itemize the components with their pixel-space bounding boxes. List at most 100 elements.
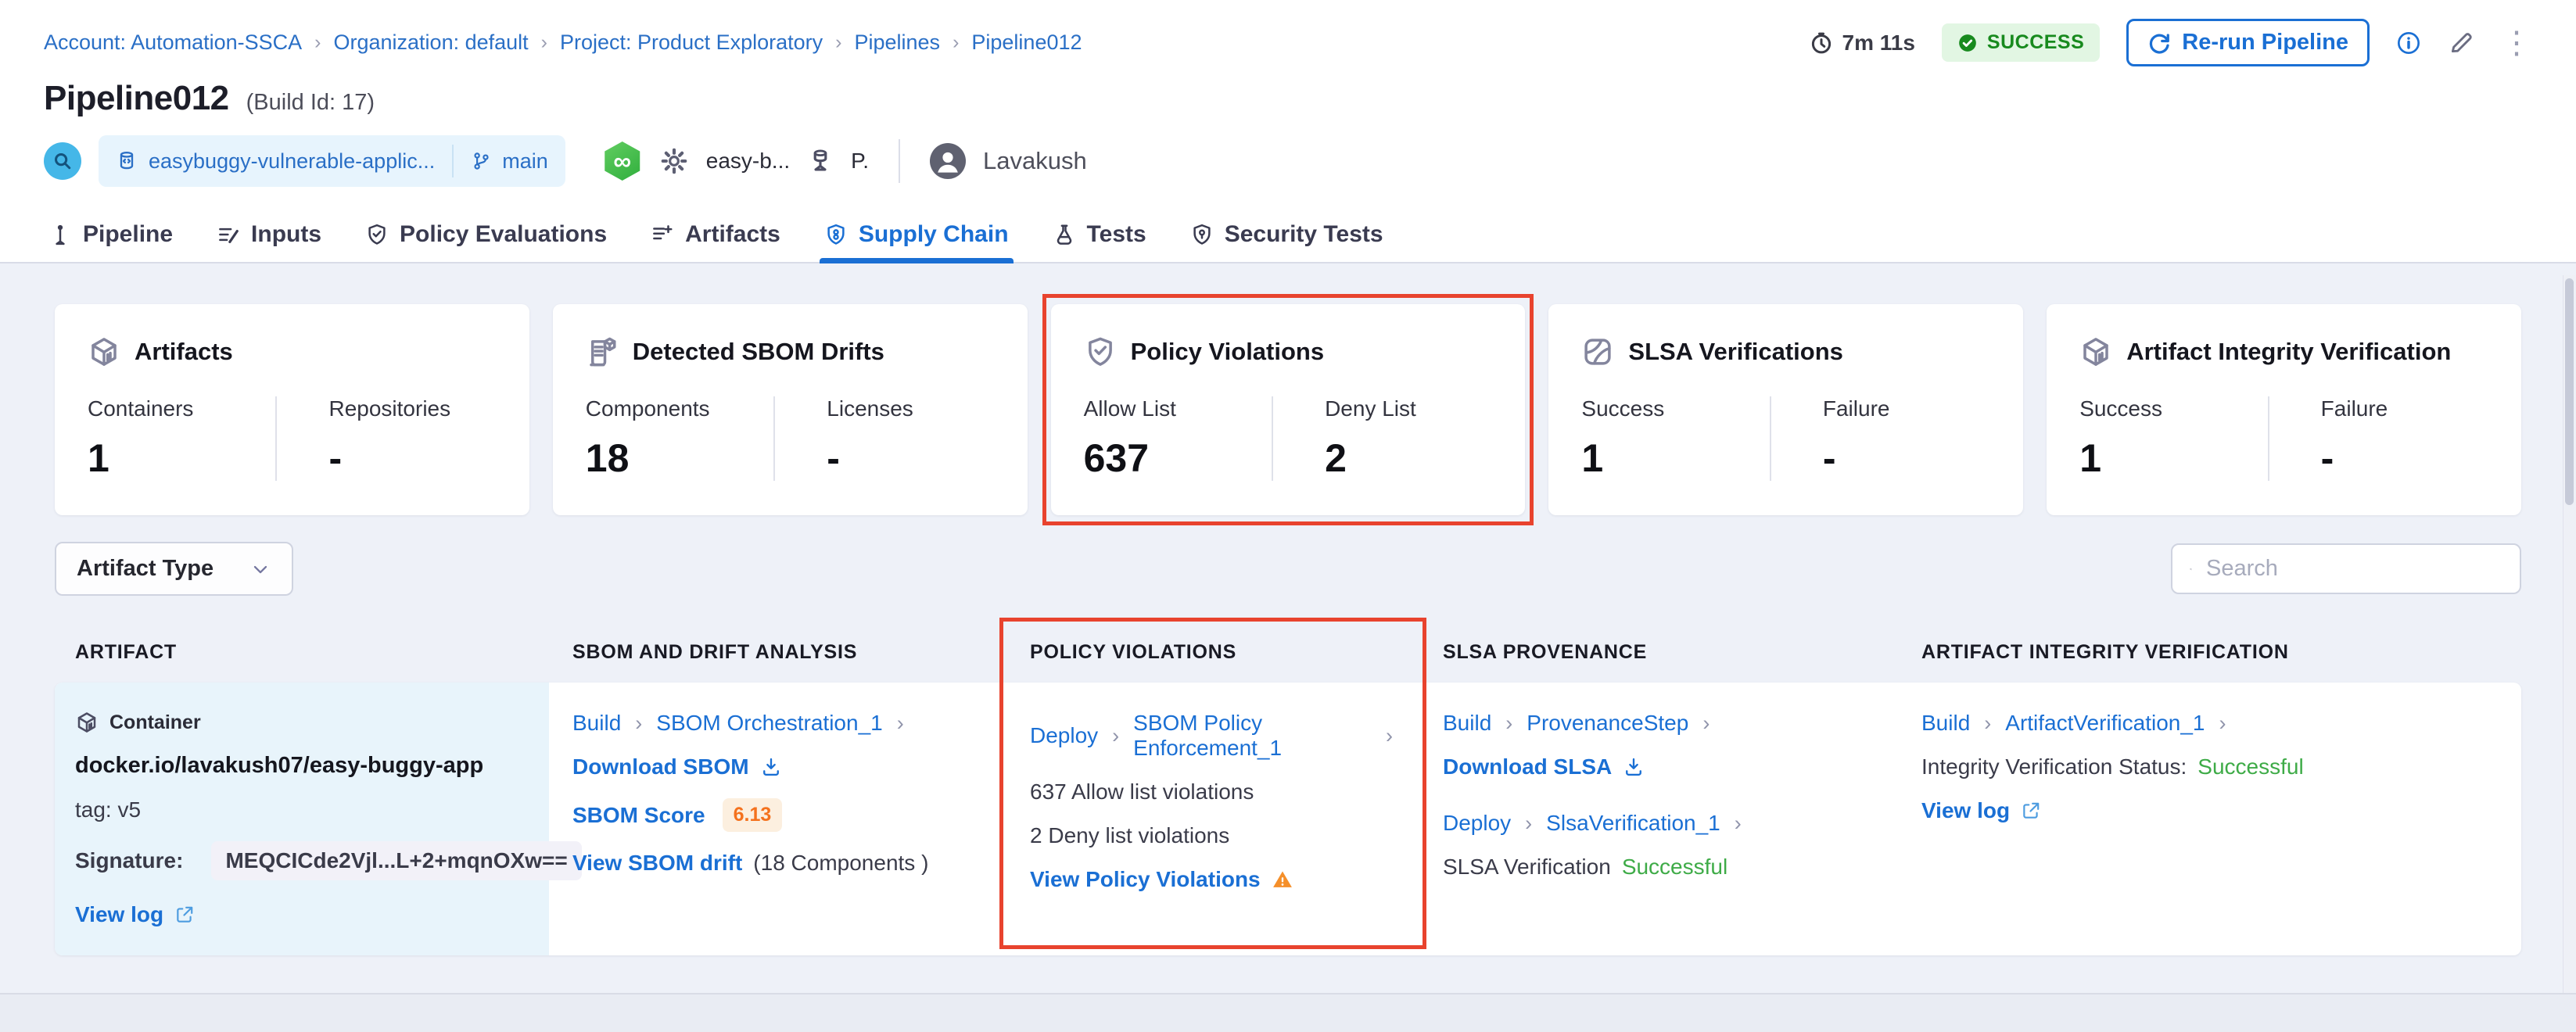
sbom-stage-link[interactable]: Build — [572, 711, 622, 735]
column-header-sbom: SBOM AND DRIFT ANALYSIS — [572, 641, 858, 663]
repo-branch-pill[interactable]: easybuggy-vulnerable-applic... main — [99, 135, 565, 187]
tab-inputs[interactable]: Inputs — [217, 207, 321, 262]
trigger-badge — [44, 142, 81, 180]
edit-pipeline-button[interactable] — [2448, 30, 2474, 56]
flask-icon — [1057, 224, 1071, 245]
clock-icon — [1811, 32, 1831, 53]
view-log-link[interactable]: View log — [75, 902, 164, 926]
execution-tabs: Pipeline Inputs Policy Evaluations Artif… — [0, 207, 2576, 263]
artifact-kind: Container — [109, 711, 201, 733]
status-text: SUCCESS — [1986, 31, 2085, 53]
stat-label: Success — [2079, 396, 2163, 421]
column-header-policy-violations: POLICY VIOLATIONS — [1030, 641, 1237, 663]
stat-label: Failure — [2320, 396, 2388, 421]
breadcrumb-project[interactable]: Project: Product Exploratory — [560, 30, 823, 54]
sbom-document-icon — [590, 337, 616, 367]
signature-value[interactable]: MEQCICde2Vjl...L+2+mqnOXw== — [211, 841, 582, 880]
tab-policy-evaluations[interactable]: Policy Evaluations — [365, 207, 607, 262]
sbom-step-link[interactable]: SBOM Orchestration_1 — [656, 711, 883, 735]
tab-label: Tests — [1086, 221, 1146, 247]
summary-cards: Artifacts Containers 1 Repositories - Dete… — [55, 294, 2521, 525]
tab-pipeline[interactable]: Pipeline — [48, 207, 173, 262]
slsa-step1-link[interactable]: ProvenanceStep — [1527, 711, 1689, 735]
search-input[interactable] — [2205, 555, 2502, 582]
tab-security-tests[interactable]: Security Tests — [1190, 207, 1383, 262]
stat-value: - — [1822, 436, 1836, 480]
stat-value: - — [2320, 436, 2334, 480]
external-link-icon — [2023, 802, 2040, 819]
container-cube-icon — [77, 712, 96, 733]
stat-value: 18 — [585, 436, 630, 480]
stat-label: Deny List — [1325, 396, 1416, 421]
integrity-step-link[interactable]: ArtifactVerification_1 — [2005, 711, 2205, 735]
breadcrumb-pipeline012[interactable]: Pipeline012 — [971, 30, 1082, 54]
breadcrumb-separator: › — [953, 31, 960, 53]
inputs-icon — [219, 228, 239, 243]
download-slsa-link[interactable]: Download SLSA — [1443, 754, 1613, 779]
policy-step-link[interactable]: SBOM Policy Enforcement_1 — [1133, 711, 1283, 760]
view-log-link[interactable]: View log — [1921, 798, 2011, 822]
cube-icon — [2083, 338, 2108, 366]
stat-value: 1 — [2079, 436, 2101, 480]
shield-check-icon — [1088, 337, 1112, 366]
vertical-scrollbar[interactable] — [2563, 275, 2576, 993]
stat-label: Containers — [88, 396, 194, 421]
sbom-cell: Build SBOM Orchestration_1 Download SBOM… — [549, 683, 1006, 955]
download-sbom-link[interactable]: Download SBOM — [572, 754, 749, 779]
card-title: Detected SBOM Drifts — [632, 338, 884, 365]
bottom-strip — [0, 993, 2576, 1032]
triggered-by-user: Lavakush — [983, 147, 1087, 174]
policy-violations-card: Policy Violations Allow List 637 Deny Lis… — [1042, 294, 1534, 525]
artifact-type-label: Artifact Type — [77, 556, 214, 581]
slsa-step2-link[interactable]: SlsaVerification_1 — [1546, 811, 1720, 835]
sbom-drifts-card: Detected SBOM Drifts Components 18 Licens… — [552, 304, 1028, 515]
repository-icon — [120, 151, 134, 170]
supply-chain-shield-icon — [827, 224, 845, 245]
external-link-icon — [177, 906, 193, 923]
build-id: (Build Id: 17) — [246, 90, 375, 115]
search-icon — [2190, 568, 2192, 570]
trigger-pipeline-name[interactable]: easy-b... — [705, 149, 791, 173]
artifact-type-filter[interactable]: Artifact Type — [55, 542, 294, 596]
chevron-right-icon — [1702, 711, 1710, 736]
integrity-stage-link[interactable]: Build — [1921, 711, 1971, 735]
policy-stage-link[interactable]: Deploy — [1030, 723, 1099, 747]
repo-name[interactable]: easybuggy-vulnerable-applic... — [149, 149, 436, 173]
view-policy-violations-link[interactable]: View Policy Violations — [1030, 867, 1261, 891]
integrity-status-value: Successful — [2197, 754, 2304, 779]
info-button[interactable] — [2396, 30, 2421, 56]
slsa-stage2-link[interactable]: Deploy — [1443, 811, 1512, 835]
slsa-icon — [1584, 339, 1612, 365]
card-title: Artifact Integrity Verification — [2126, 338, 2452, 365]
meta-divider — [899, 139, 900, 183]
stat-value: 1 — [88, 436, 109, 480]
execution-duration: 7m 11s — [1810, 30, 1915, 56]
stat-label: Success — [1581, 396, 1665, 421]
scrollbar-thumb[interactable] — [2565, 278, 2574, 505]
duration-text: 7m 11s — [1842, 30, 1915, 55]
rerun-pipeline-button[interactable]: Re-run Pipeline — [2126, 19, 2370, 66]
gear-icon — [661, 148, 687, 174]
artifact-tag: tag: v5 — [75, 797, 142, 822]
sbom-score-link[interactable]: SBOM Score — [572, 802, 705, 827]
tab-tests[interactable]: Tests — [1053, 207, 1146, 262]
shield-check-icon — [368, 224, 386, 245]
column-header-slsa: SLSA PROVENANCE — [1443, 641, 1648, 663]
breadcrumb-pipelines[interactable]: Pipelines — [854, 30, 941, 54]
search-box[interactable] — [2171, 543, 2521, 594]
artifact-image-name: docker.io/lavakush07/easy-buggy-app — [75, 753, 484, 778]
breadcrumb-organization[interactable]: Organization: default — [333, 30, 529, 54]
view-sbom-drift-link[interactable]: View SBOM drift — [572, 851, 743, 875]
chevron-down-icon — [253, 565, 267, 573]
breadcrumb-account[interactable]: Account: Automation-SSCA — [44, 30, 303, 54]
tab-supply-chain[interactable]: Supply Chain — [819, 207, 1014, 263]
page-title: Pipeline012 — [44, 79, 229, 117]
more-options-button[interactable]: ⋮ — [2501, 25, 2532, 60]
chevron-right-icon — [1505, 711, 1512, 736]
tab-label: Supply Chain — [858, 221, 1009, 247]
tab-artifacts[interactable]: Artifacts — [651, 207, 780, 262]
branch-name[interactable]: main — [502, 149, 548, 173]
allow-list-violations: 637 Allow list violations — [1030, 779, 1254, 804]
stat-label: Allow List — [1083, 396, 1176, 421]
slsa-stage1-link[interactable]: Build — [1443, 711, 1492, 735]
